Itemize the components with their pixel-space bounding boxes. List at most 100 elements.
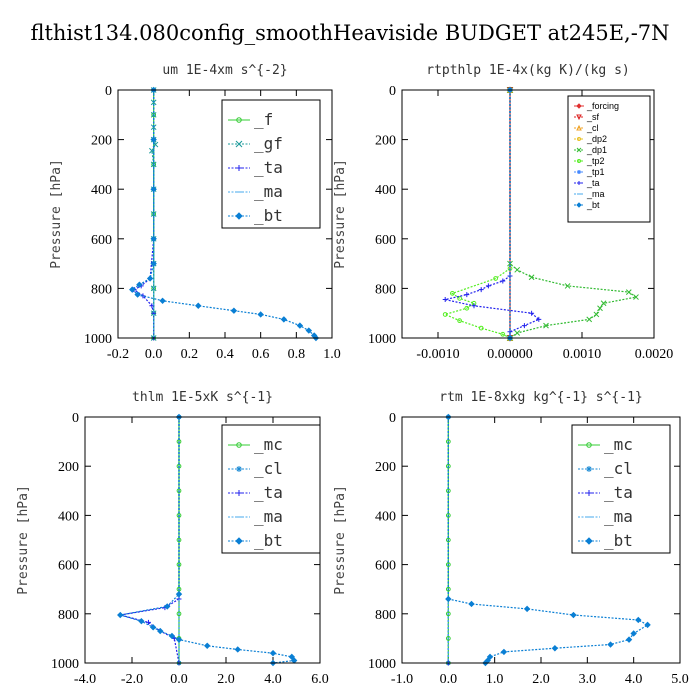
- panel2-ylabel: Pressure [hPa]: [333, 159, 348, 269]
- panel3-ytick-label: 400: [58, 509, 79, 524]
- panel4-data-point: [500, 648, 508, 656]
- panel4-data-point: [445, 636, 451, 641]
- panel1-legend-marker: [236, 117, 242, 123]
- panel4-data-point: [630, 630, 637, 637]
- panel1-data-point: [146, 275, 154, 282]
- panel1-data-point: [150, 285, 157, 292]
- panel3-chart: thlm 1E-5xK s^{-1} Pressure [hPa] -4.0 -2.0…: [16, 390, 329, 687]
- panel2-ytick-label: 800: [375, 282, 396, 297]
- panel2-data-point: [450, 290, 455, 296]
- panel1-data-point: [230, 307, 238, 314]
- panel3-data-point: [269, 649, 277, 657]
- panel4-data-point: [523, 605, 531, 613]
- panel4-ytick-label: 600: [375, 559, 396, 574]
- panel3-ytick-label: 0: [72, 411, 79, 426]
- panel2-legend-marker: [576, 114, 582, 121]
- panel2-ytick-label: 0: [389, 84, 396, 99]
- panel1-data-point: [150, 185, 157, 193]
- panel2-legend-label: _cl: [586, 123, 599, 133]
- panel4-data-point: [486, 653, 494, 661]
- panel4-xtick-label: 0.0: [440, 672, 458, 687]
- panel3-legend-label: _ta: [254, 483, 283, 502]
- panel2-series-ta: [442, 87, 542, 341]
- panel1-xtick-label: 0.2: [181, 347, 199, 362]
- panel3-data-point: [176, 611, 182, 617]
- panel1-legend-box: [221, 99, 321, 229]
- panel1-chart: um 1E-4xm s^{-2} Pressure [hPa] -0.2 0.0 0.2…: [49, 63, 341, 362]
- panel2-data-point: [442, 312, 448, 317]
- panel3-data-point: [149, 624, 157, 631]
- panel3-data-point: [175, 636, 183, 643]
- panel4-data-point: [445, 586, 451, 592]
- panel3-data-point: [234, 646, 241, 653]
- panel4-legend-label: _mc: [604, 435, 633, 454]
- panel1-ytick-label: 0: [105, 84, 112, 99]
- panel1-xtick-label: 1.0: [323, 347, 341, 362]
- panel4-xtick-label: 3.0: [579, 672, 597, 687]
- panel2-data-point: [597, 305, 603, 312]
- panel1-data-point: [149, 147, 155, 154]
- panel2-data-point: [485, 283, 491, 289]
- panel2-data-point: [478, 287, 484, 293]
- panel2-legend-label: _tp2: [586, 156, 605, 166]
- panel2-data-point: [528, 274, 535, 281]
- panel3-ytick-label: 600: [58, 559, 79, 574]
- panel2-data-point: [536, 316, 542, 322]
- panel1-data-point: [136, 281, 143, 288]
- panel3-data-point: [138, 617, 145, 625]
- panel2-data-point: [593, 311, 600, 318]
- panel2-data-point: [500, 278, 506, 284]
- panel2-legend-label: _ta: [586, 178, 600, 188]
- panel3-xtick-label: 2.0: [217, 672, 235, 687]
- panel2-data-point: [514, 330, 521, 336]
- panel4-data-point: [551, 645, 559, 652]
- panel4-data-point: [468, 600, 475, 608]
- panel2-legend-label: _bt: [586, 200, 600, 210]
- panel3-data-point: [168, 632, 176, 640]
- panel1-title: um 1E-4xm s^{-2}: [162, 63, 287, 78]
- panel4-ytick-label: 400: [375, 509, 396, 524]
- panel2-ytick-label: 1000: [368, 332, 396, 347]
- panel1-ytick-label: 1000: [84, 332, 112, 347]
- panel1-data-point: [134, 291, 141, 298]
- panel3-data-point: [117, 611, 124, 619]
- panel1-series-bt: [129, 86, 320, 342]
- panel2-legend-label: _forcing: [586, 101, 619, 111]
- panel2-data-point: [543, 322, 549, 329]
- panel2-legend-marker: [576, 103, 582, 109]
- panel2-xtick-label: 0.0020: [635, 347, 674, 362]
- panel3-legend-marker: [236, 466, 242, 472]
- panel4-data-point: [635, 616, 642, 624]
- panel2-legend-marker: [576, 124, 582, 131]
- panel4-legend-marker: [586, 490, 592, 496]
- panel4-xtick-label: 2.0: [532, 672, 550, 687]
- panel3-data-point: [176, 513, 182, 518]
- panel1-data-point: [129, 286, 136, 293]
- panel3-legend-label: _bt: [254, 531, 283, 550]
- panel1-data-point: [149, 303, 155, 309]
- panel4-data-point: [445, 537, 451, 543]
- panel2-data-point: [600, 300, 607, 307]
- panel3-legend-label: _mc: [254, 435, 283, 454]
- panel2-legend-marker: [577, 181, 581, 185]
- panel2-legend-label: _dp2: [586, 134, 607, 144]
- panel2-data-point: [457, 295, 462, 301]
- panel4-ylabel: Pressure [hPa]: [333, 485, 348, 595]
- panel3-data-point: [156, 627, 164, 635]
- panel1-frame: [117, 89, 333, 339]
- panel2-data-point: [442, 297, 448, 303]
- panel1-legend-label: _gf: [254, 134, 283, 153]
- panel4-xtick-label: 4.0: [625, 672, 643, 687]
- panel1-ytick-label: 400: [91, 183, 112, 198]
- panel3-legend: _mc _cl _ta _ma _bt: [221, 424, 321, 554]
- figure-title: flthist134.080config_smoothHeaviside BUD…: [30, 21, 669, 45]
- panel2-ytick-label: 200: [375, 134, 396, 149]
- panel1-legend-marker: [235, 140, 243, 148]
- panel1-data-point: [195, 302, 202, 309]
- panel1-data-point: [150, 124, 157, 131]
- panel2-data-point: [493, 276, 498, 281]
- panel3-legend-marker: [236, 490, 242, 496]
- panel2-xtick-label: -0.0010: [416, 347, 459, 362]
- panel2-title: rtpthlp 1E-4x(kg K)/(kg s): [426, 63, 630, 78]
- panel3-xtick-label: 6.0: [311, 672, 329, 687]
